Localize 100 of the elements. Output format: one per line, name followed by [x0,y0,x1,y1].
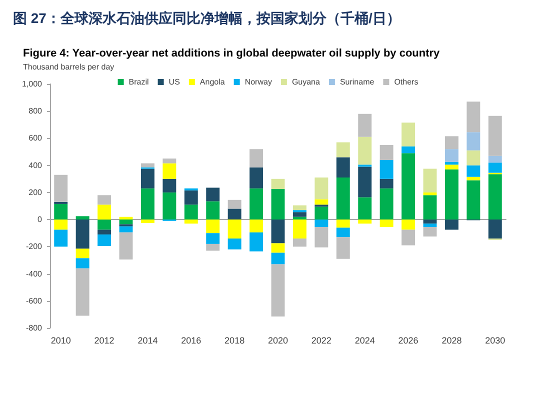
bar [76,248,90,258]
bar [380,145,394,160]
bar [292,238,306,247]
x-tick-label: 2016 [181,336,202,346]
bar [444,149,458,162]
bar [228,208,242,220]
bar [380,178,394,188]
bar [358,114,372,137]
legend-label: Brazil [128,78,150,86]
bar [336,220,350,228]
legend-label: Others [394,78,418,86]
bar [228,238,242,250]
bar [336,142,350,158]
bar [402,220,416,230]
bar [444,220,458,230]
bar [98,220,112,230]
bar [206,233,220,244]
x-tick-label: 2010 [50,336,71,346]
bar [336,228,350,238]
bar [162,192,176,220]
bar [423,195,437,220]
bar [444,136,458,150]
bar [314,220,328,228]
bar [423,220,437,224]
y-tick-label: 800 [28,106,43,116]
bar [98,230,112,234]
bar [184,190,198,205]
chart-title: 图 27：全球深水石油供应同比净增幅，按国家划分（千桶/日） [13,10,400,26]
bar [140,163,154,168]
bar [98,195,112,205]
bar [488,174,502,220]
bar [314,199,328,205]
bar [206,220,220,234]
bar [423,227,437,236]
x-tick-label: 2024 [354,336,375,346]
bar [292,212,306,217]
bar [250,149,264,168]
bar [140,220,154,223]
bar [466,132,480,150]
bar [271,252,285,264]
legend-label: Suriname [340,78,375,86]
bar [98,204,112,220]
bar [292,216,306,220]
y-tick-label: 400 [28,160,43,170]
y-tick-label: 1,000 [22,80,43,88]
y-tick-label: -800 [26,324,43,332]
x-tick-label: 2014 [138,336,158,346]
bar [488,156,502,163]
bar [162,158,176,164]
x-tick-label: 2030 [485,336,506,346]
bar [380,220,394,228]
bar [54,174,68,202]
bar [402,146,416,154]
bar [444,162,458,165]
x-tick-label: 2012 [94,336,114,346]
bar [162,163,176,179]
bar [250,167,264,188]
x-tick-label: 2020 [268,336,288,346]
legend-label: Angola [200,78,226,86]
bar [271,220,285,244]
bar [358,220,372,224]
legend-label: US [168,78,180,86]
bar [206,188,220,202]
bar [250,232,264,252]
bar [466,102,480,132]
bar [271,189,285,220]
y-tick-label: 0 [38,215,43,224]
bar [314,227,328,248]
bar [444,164,458,170]
bar [336,178,350,220]
bar [423,168,437,192]
bar [271,264,285,316]
bar [54,220,68,230]
x-tick-label: 2018 [224,336,245,346]
x-tick-label: 2028 [442,336,462,346]
bar [444,169,458,220]
bar [76,268,90,316]
bar [488,220,502,239]
bar [140,188,154,220]
legend-label: Guyana [292,78,321,86]
bar [184,220,198,224]
bar [98,234,112,246]
y-tick-label: -200 [26,242,43,252]
bar [358,166,372,198]
bar [162,178,176,192]
bar [206,244,220,251]
bar [76,258,90,268]
bar [119,226,133,232]
y-tick-label: 600 [28,134,43,143]
legend-label: Norway [244,78,272,86]
bar [271,178,285,190]
bar [380,188,394,220]
bar [250,220,264,232]
x-tick-label: 2026 [398,336,418,346]
bar [402,153,416,220]
bar [488,116,502,156]
bar [402,122,416,146]
bar [358,197,372,220]
bar [314,206,328,220]
bar [466,150,480,166]
